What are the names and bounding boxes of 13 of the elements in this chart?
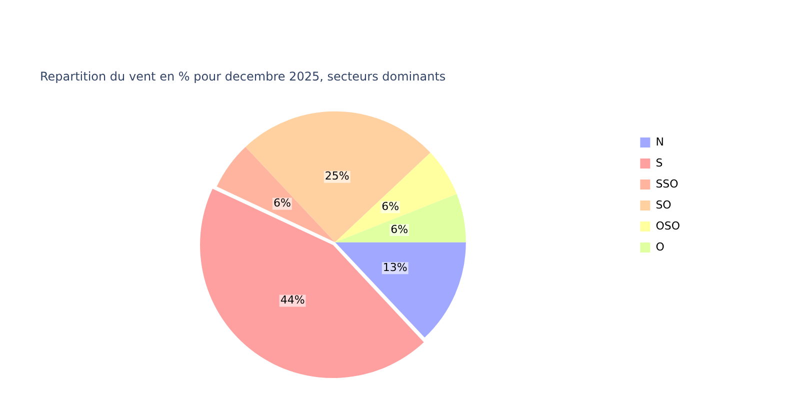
legend-label: SSO — [656, 177, 679, 190]
data-label: 6% — [273, 196, 291, 210]
legend-label: SO — [656, 198, 672, 212]
data-label: 13% — [382, 261, 408, 274]
legend-label: O — [656, 240, 665, 254]
legend-label: N — [656, 135, 664, 148]
chart-title: Repartition du vent en % pour decembre 2025, secteurs dominants — [40, 69, 446, 84]
data-label: 25% — [324, 170, 350, 183]
data-label: 6% — [390, 222, 408, 236]
data-label: 6% — [382, 200, 400, 214]
data-label: 44% — [280, 294, 305, 307]
legend-label: OSO — [656, 219, 680, 232]
legend-label: S — [656, 156, 663, 170]
